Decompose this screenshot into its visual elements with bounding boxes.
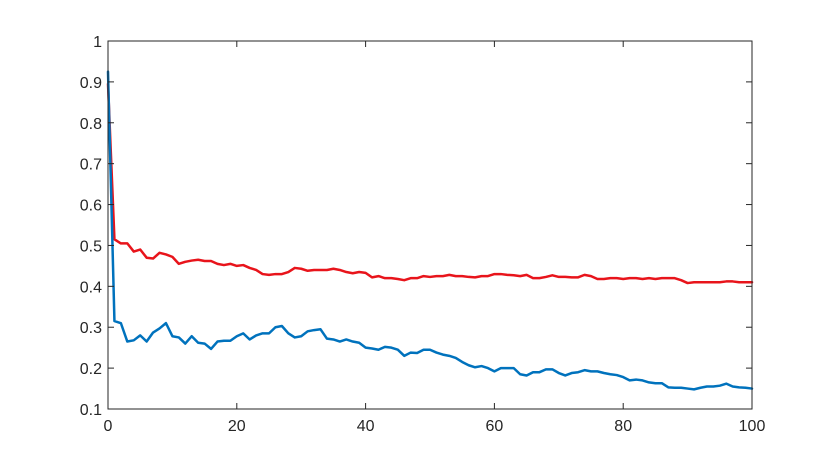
x-tick-label: 100 (739, 418, 766, 435)
y-tick-label: 0.1 (80, 402, 102, 419)
plot-area-frame (107, 40, 753, 410)
y-tick-label: 1 (93, 34, 102, 51)
x-tick-label: 60 (486, 418, 504, 435)
y-tick-label: 0.8 (80, 116, 102, 133)
x-tick-label: 80 (614, 418, 632, 435)
y-tick-label: 0.7 (80, 157, 102, 174)
y-tick-label: 0.6 (80, 198, 102, 215)
series-line-2 (106, 70, 754, 391)
y-tick-label: 0.3 (80, 320, 102, 337)
series-line-1 (106, 82, 754, 285)
x-tick-label: 40 (357, 418, 375, 435)
x-tick-label: 0 (104, 418, 113, 435)
y-tick-label: 0.4 (80, 279, 102, 296)
y-tick-label: 0.5 (80, 238, 102, 255)
y-tick-label: 0.9 (80, 75, 102, 92)
series-layer (106, 70, 754, 391)
x-axis: 0 20 40 60 80 100 (104, 41, 766, 435)
y-tick-label: 0.2 (80, 361, 102, 378)
x-tick-label: 20 (228, 418, 246, 435)
y-axis: 0.1 0.2 0.3 0.4 0.5 0.6 0.7 0.8 0.9 1 (80, 34, 752, 419)
